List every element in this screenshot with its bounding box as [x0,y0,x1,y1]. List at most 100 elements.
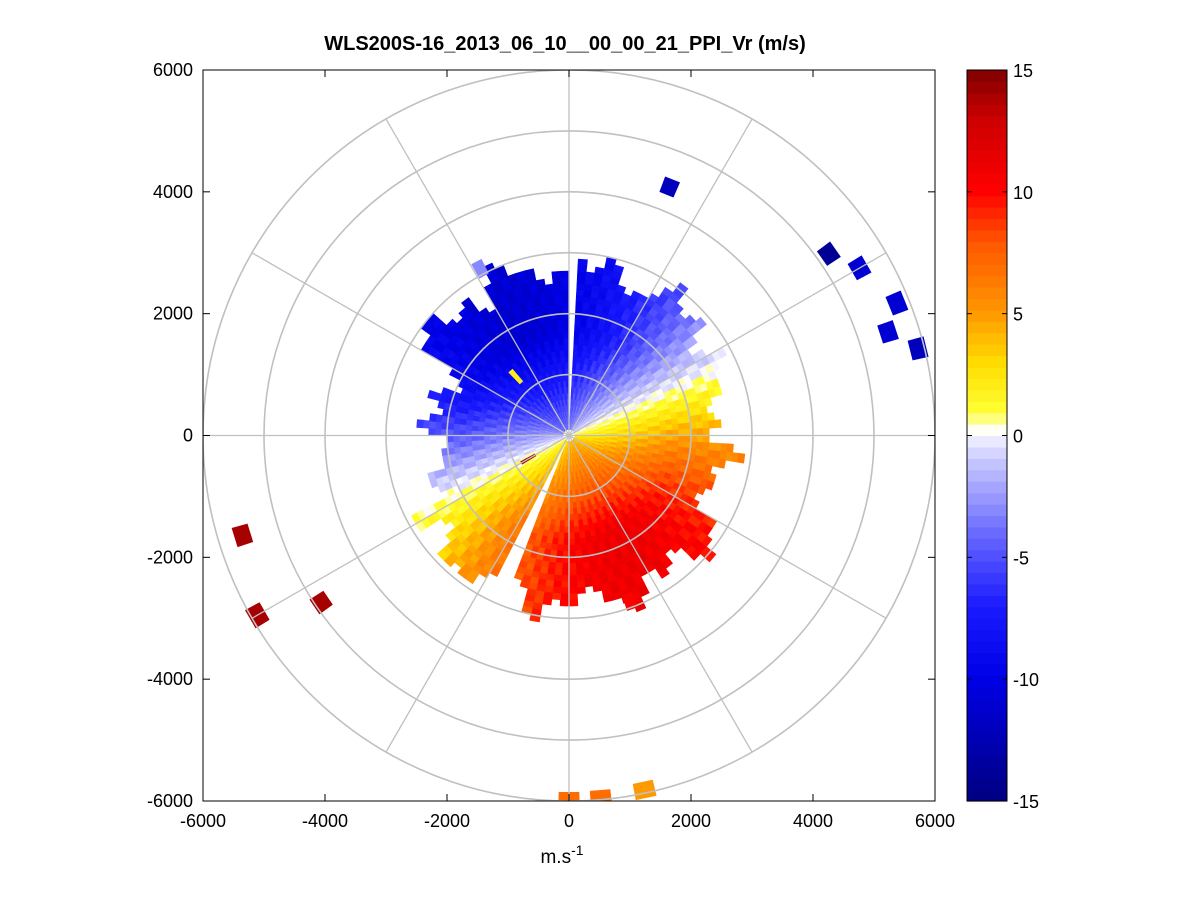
velocity-cell [562,550,570,558]
colorbar-band [967,195,1007,208]
velocity-cell [568,556,577,564]
velocity-cell [573,532,581,540]
colorbar-band [967,115,1007,128]
velocity-cell [544,283,555,292]
velocity-cell [684,428,692,436]
x-axis-label-base: m.s [540,847,571,868]
velocity-cell [560,282,570,290]
velocity-cell [678,429,686,436]
velocity-cell [574,538,581,546]
velocity-cell [660,435,667,441]
velocity-cell [560,270,570,278]
velocity-cell [647,426,655,432]
x-tick-label: -6000 [180,811,226,831]
velocity-cell [702,420,710,429]
far-return-cell [589,789,612,801]
colorbar-band [967,309,1007,322]
velocity-cell [553,568,563,576]
velocity-cell [465,445,473,453]
grid-ring [446,312,692,559]
velocity-cell [696,435,704,443]
velocity-cell [553,295,563,303]
velocity-cell [672,429,680,436]
velocity-cell [556,544,564,552]
y-tick-label: -4000 [147,669,193,689]
colorbar-band [967,424,1007,437]
velocity-cell [578,525,585,533]
velocity-cell [513,571,525,581]
velocity-cell [563,343,570,351]
velocity-cell [459,423,467,431]
velocity-cell [561,568,570,576]
velocity-cell [659,439,667,447]
velocity-cell [574,319,582,327]
velocity-cell [557,331,565,339]
colorbar-band [967,275,1007,288]
velocity-cell [561,562,570,570]
velocity-cell [560,581,570,589]
velocity-cell [659,419,667,427]
colorbar-band [967,92,1007,105]
velocity-cell [471,424,479,432]
x-axis: -6000 -4000 -2000 0 2000 4000 6000 [180,70,955,831]
velocity-cell [575,295,585,303]
velocity-cell [696,441,704,450]
velocity-cell [653,435,661,441]
velocity-cell [612,264,625,274]
velocity-cell [568,520,575,528]
velocity-cell [720,443,728,453]
velocity-cell [477,435,485,441]
velocity-cell [453,446,461,454]
colorbar-tick-label: 5 [1013,305,1023,325]
velocity-cell [557,538,564,546]
colorbar-band [967,641,1007,654]
velocity-cell [458,435,466,442]
y-tick-label: -2000 [147,547,193,567]
velocity-cell [671,423,679,431]
velocity-cell [552,332,560,340]
velocity-cell [726,443,734,454]
velocity-cell [562,544,570,552]
velocity-cell [568,581,578,589]
velocity-cell [556,319,564,327]
velocity-cell [568,544,576,552]
velocity-cell [573,337,580,345]
colorbar: -15 -10 -5 0 5 10 15 [966,61,1039,812]
velocity-cell [659,424,667,432]
colorbar-band [967,675,1007,688]
colorbar-band [967,435,1007,448]
colorbar-band [967,218,1007,231]
velocity-cell [461,297,473,309]
velocity-cell [671,417,679,426]
velocity-cell [647,430,655,436]
velocity-cell [446,318,458,330]
plot-area: -6000 -4000 -2000 0 2000 4000 6000 -6000 -4000 -… [147,60,955,831]
y-tick-label: 0 [183,426,193,446]
colorbar-band [967,332,1007,345]
x-axis-label: m.s-1 [540,842,583,868]
colorbar-tick-label: -10 [1013,670,1039,690]
colorbar-band [967,755,1007,768]
velocity-cell [483,439,491,445]
colorbar-band [967,81,1007,94]
velocity-cell [677,423,686,431]
velocity-cell [689,549,701,561]
far-return-cell [816,241,841,266]
colorbar-tick-label: 10 [1013,183,1033,203]
velocity-cell [465,424,473,431]
velocity-cell [572,501,578,509]
velocity-cell [459,440,467,448]
velocity-cell [452,435,460,442]
velocity-cell [554,301,563,309]
velocity-cell [568,575,578,583]
velocity-cell [563,526,570,534]
velocity-cell [560,575,570,583]
colorbar-band [967,264,1007,277]
colorbar-band [967,127,1007,140]
velocity-cell [647,435,655,441]
velocity-cell [575,574,585,582]
velocity-cell [696,428,704,436]
velocity-cell [585,271,596,280]
colorbar-band [967,252,1007,265]
